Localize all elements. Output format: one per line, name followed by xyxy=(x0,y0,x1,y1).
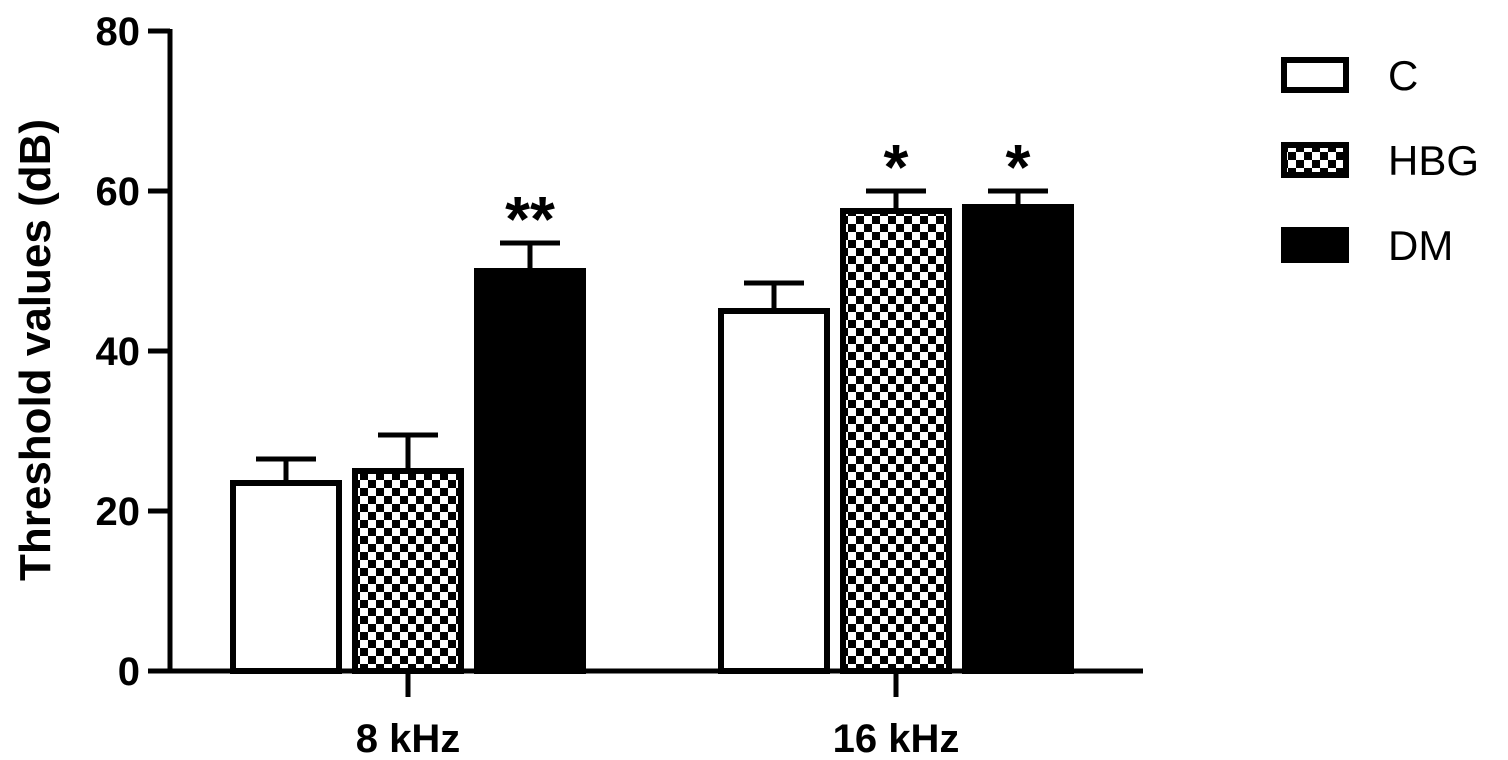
significance-star: * xyxy=(884,131,909,203)
significance-star: ** xyxy=(505,183,555,255)
y-axis-label: Threshold values (dB) xyxy=(11,119,60,581)
x-tick-label: 8 kHz xyxy=(356,717,461,760)
bar-c-0 xyxy=(230,480,342,674)
legend: C HBG DM xyxy=(1281,52,1479,269)
y-tick-label: 40 xyxy=(96,330,141,374)
legend-label-dm: DM xyxy=(1388,222,1453,269)
bar-hbg-1 xyxy=(840,208,952,674)
y-axis-label-group: Threshold values (dB) xyxy=(11,119,60,581)
x-tick-label: 16 kHz xyxy=(833,717,960,760)
bars xyxy=(230,204,1074,674)
y-tick-label: 20 xyxy=(96,490,141,534)
legend-swatch-dm xyxy=(1281,227,1349,263)
y-tick-label: 60 xyxy=(96,170,141,214)
legend-label-hbg: HBG xyxy=(1388,137,1479,184)
y-tick-label: 80 xyxy=(96,10,141,54)
significance-star: * xyxy=(1006,131,1031,203)
legend-label-c: C xyxy=(1388,52,1418,99)
bar-hbg-0 xyxy=(352,468,464,674)
y-ticks: 0 20 40 60 80 xyxy=(96,10,170,694)
bar-dm-0 xyxy=(474,268,586,674)
bar-dm-1 xyxy=(962,204,1074,674)
bar-c-1 xyxy=(718,308,830,674)
legend-swatch-c xyxy=(1281,57,1349,93)
legend-swatch-hbg xyxy=(1281,142,1349,178)
x-ticks: 8 kHz 16 kHz xyxy=(356,671,960,760)
error-bars xyxy=(256,188,1048,483)
significance-annotations: *** * xyxy=(505,131,1030,255)
y-tick-label: 0 xyxy=(118,650,140,694)
